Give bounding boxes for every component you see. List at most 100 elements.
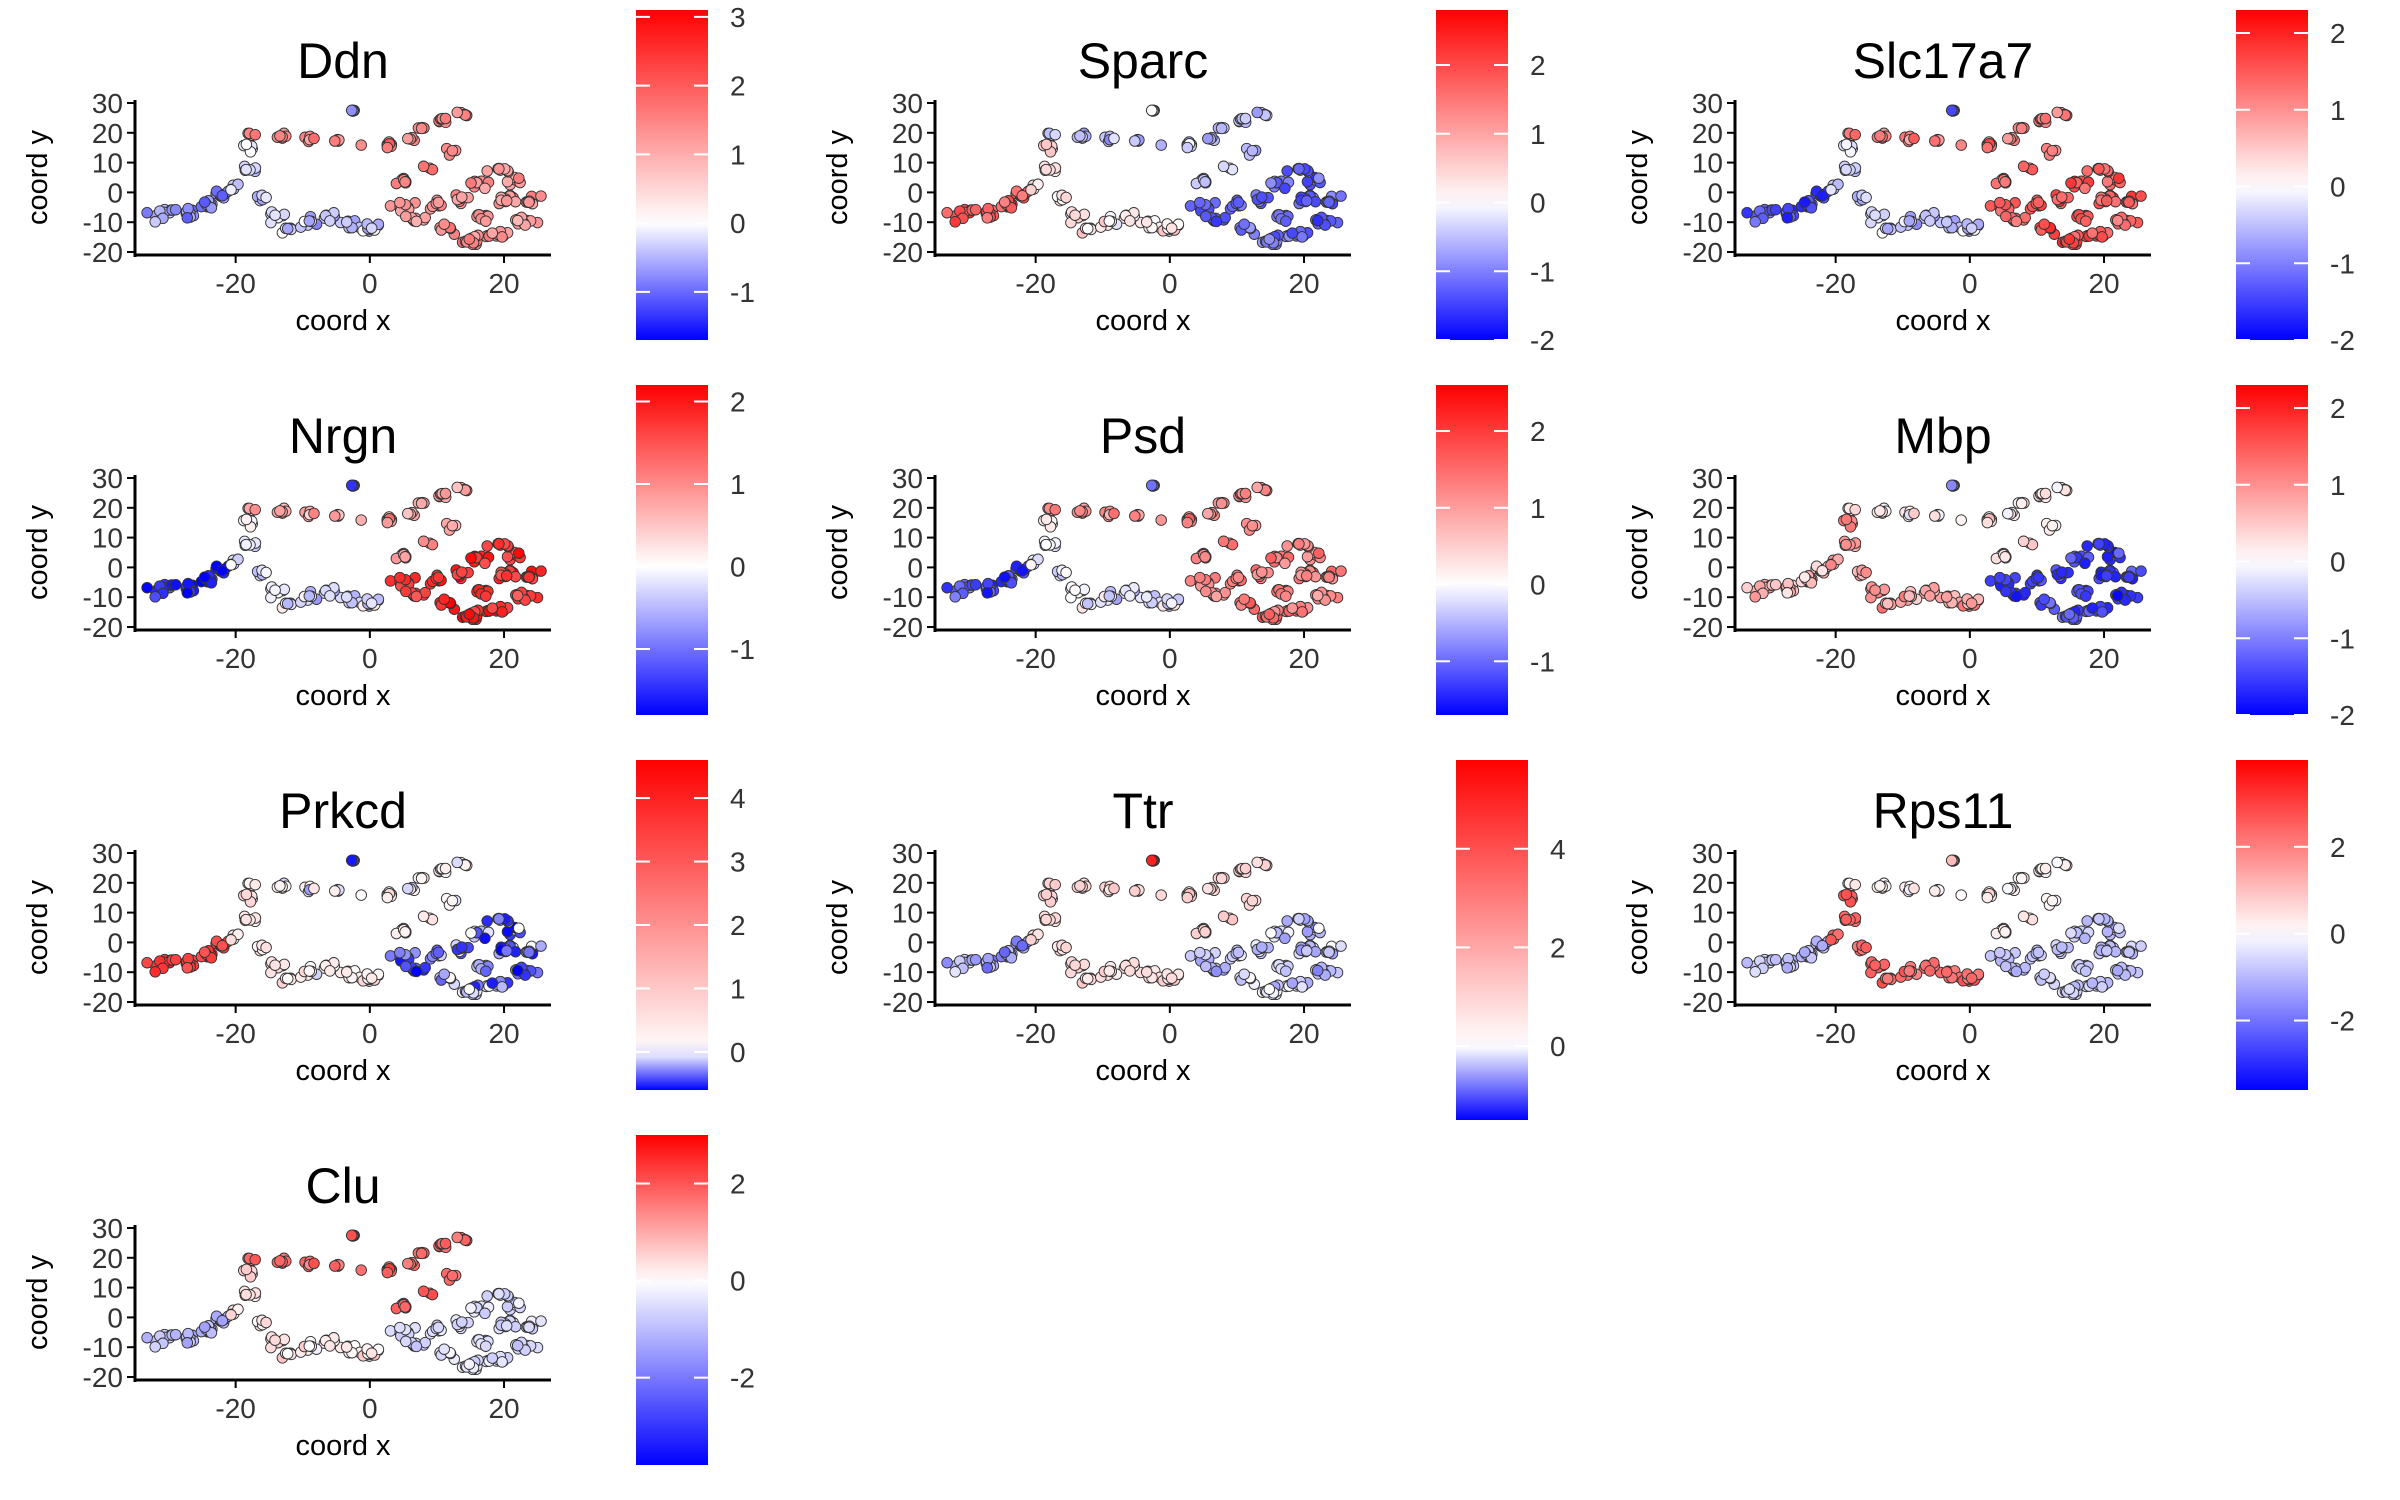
data-point <box>1103 965 1116 977</box>
y-tick-label: 30 <box>92 1213 123 1244</box>
point-layer <box>1741 479 2147 626</box>
data-point <box>500 945 513 957</box>
data-point <box>1981 516 1994 529</box>
data-point <box>399 176 411 188</box>
point-layer <box>941 104 1347 251</box>
data-point <box>1280 965 1292 977</box>
data-point <box>225 184 237 196</box>
data-point <box>1965 972 1978 984</box>
data-point <box>2100 195 2113 207</box>
y-tick-label: 10 <box>1692 523 1723 554</box>
data-point <box>1280 215 1292 227</box>
data-point <box>274 505 286 517</box>
colorbar-tick-label: 1 <box>1530 493 1546 524</box>
data-point <box>1741 581 1753 594</box>
data-point <box>1749 966 1761 978</box>
data-point <box>329 885 341 897</box>
data-point <box>1924 215 1936 227</box>
data-point <box>1074 505 1086 517</box>
data-point <box>2039 862 2052 875</box>
data-point <box>2039 487 2052 500</box>
data-point <box>340 1341 353 1353</box>
data-point <box>365 972 378 984</box>
data-point <box>513 922 525 934</box>
y-tick-label: 20 <box>92 1243 123 1274</box>
data-point <box>2096 606 2108 618</box>
data-point <box>345 1229 358 1242</box>
data-point <box>1825 559 1837 571</box>
colorbar-tick-label: -2 <box>2330 700 2355 731</box>
colorbar-tick-label: 0 <box>730 1037 746 1068</box>
data-point <box>1108 882 1120 895</box>
data-point <box>439 1237 452 1250</box>
data-point <box>281 972 294 985</box>
colorbar: 2 1 0 -1 <box>636 385 755 715</box>
y-tick-label: 0 <box>107 927 123 958</box>
data-point <box>249 503 261 516</box>
data-point <box>446 894 459 907</box>
data-point <box>381 141 394 154</box>
data-point <box>415 122 428 135</box>
data-point <box>1999 551 2011 563</box>
panel-title: Ddn <box>297 33 389 89</box>
data-point <box>340 966 353 978</box>
data-point <box>169 203 182 216</box>
data-point <box>1210 590 1223 603</box>
data-point <box>1217 160 1230 173</box>
colorbar-tick-label: 0 <box>1550 1031 1566 1062</box>
data-point <box>1140 216 1153 228</box>
data-point <box>1081 972 1094 985</box>
y-tick-label: 20 <box>92 493 123 524</box>
data-point <box>1313 172 1325 184</box>
data-point <box>2002 882 2014 895</box>
x-tick-label: -20 <box>1015 268 1055 299</box>
data-point <box>1202 507 1214 520</box>
y-tick-label: 30 <box>1692 838 1723 869</box>
data-point <box>1040 163 1052 176</box>
data-point <box>2046 144 2059 157</box>
data-point <box>1313 547 1325 559</box>
colorbar-tick-label: -1 <box>2330 623 2355 654</box>
data-point <box>1081 222 1094 235</box>
data-point <box>1945 854 1958 867</box>
data-point <box>500 195 513 207</box>
data-point <box>2056 191 2068 203</box>
data-point <box>2063 608 2076 620</box>
data-point <box>198 571 211 583</box>
data-point <box>1232 946 1245 959</box>
data-point <box>2032 946 2045 959</box>
data-point <box>169 1328 182 1341</box>
data-point <box>394 946 406 959</box>
data-point <box>2065 552 2077 564</box>
y-tick-label: -10 <box>883 957 923 988</box>
data-point <box>1924 590 1936 602</box>
data-point <box>355 889 367 901</box>
y-tick-label: 30 <box>1692 88 1723 119</box>
data-point <box>1279 557 1291 570</box>
colorbar: 2 1 0 -1 -2 <box>2236 10 2355 356</box>
data-point <box>1874 130 1886 142</box>
data-point <box>1903 965 1916 977</box>
data-point <box>329 510 341 522</box>
colorbar-tick-label: -1 <box>730 277 755 308</box>
data-point <box>941 956 953 969</box>
x-axis-label: coord x <box>295 680 391 712</box>
y-tick-label: 10 <box>892 148 923 179</box>
data-point <box>269 1334 281 1346</box>
data-point <box>486 602 499 614</box>
y-tick-label: 10 <box>892 898 923 929</box>
data-point <box>2065 927 2077 939</box>
data-point <box>1199 551 1211 563</box>
data-point <box>998 571 1011 583</box>
data-point <box>303 215 316 227</box>
data-point <box>249 1253 261 1266</box>
data-point <box>1202 132 1214 145</box>
point-layer <box>941 854 1347 1001</box>
data-point <box>1749 591 1761 603</box>
data-point <box>240 538 252 551</box>
data-point <box>2056 941 2068 953</box>
data-point <box>2051 481 2063 494</box>
colorbar-tick-label: 0 <box>1530 570 1546 601</box>
